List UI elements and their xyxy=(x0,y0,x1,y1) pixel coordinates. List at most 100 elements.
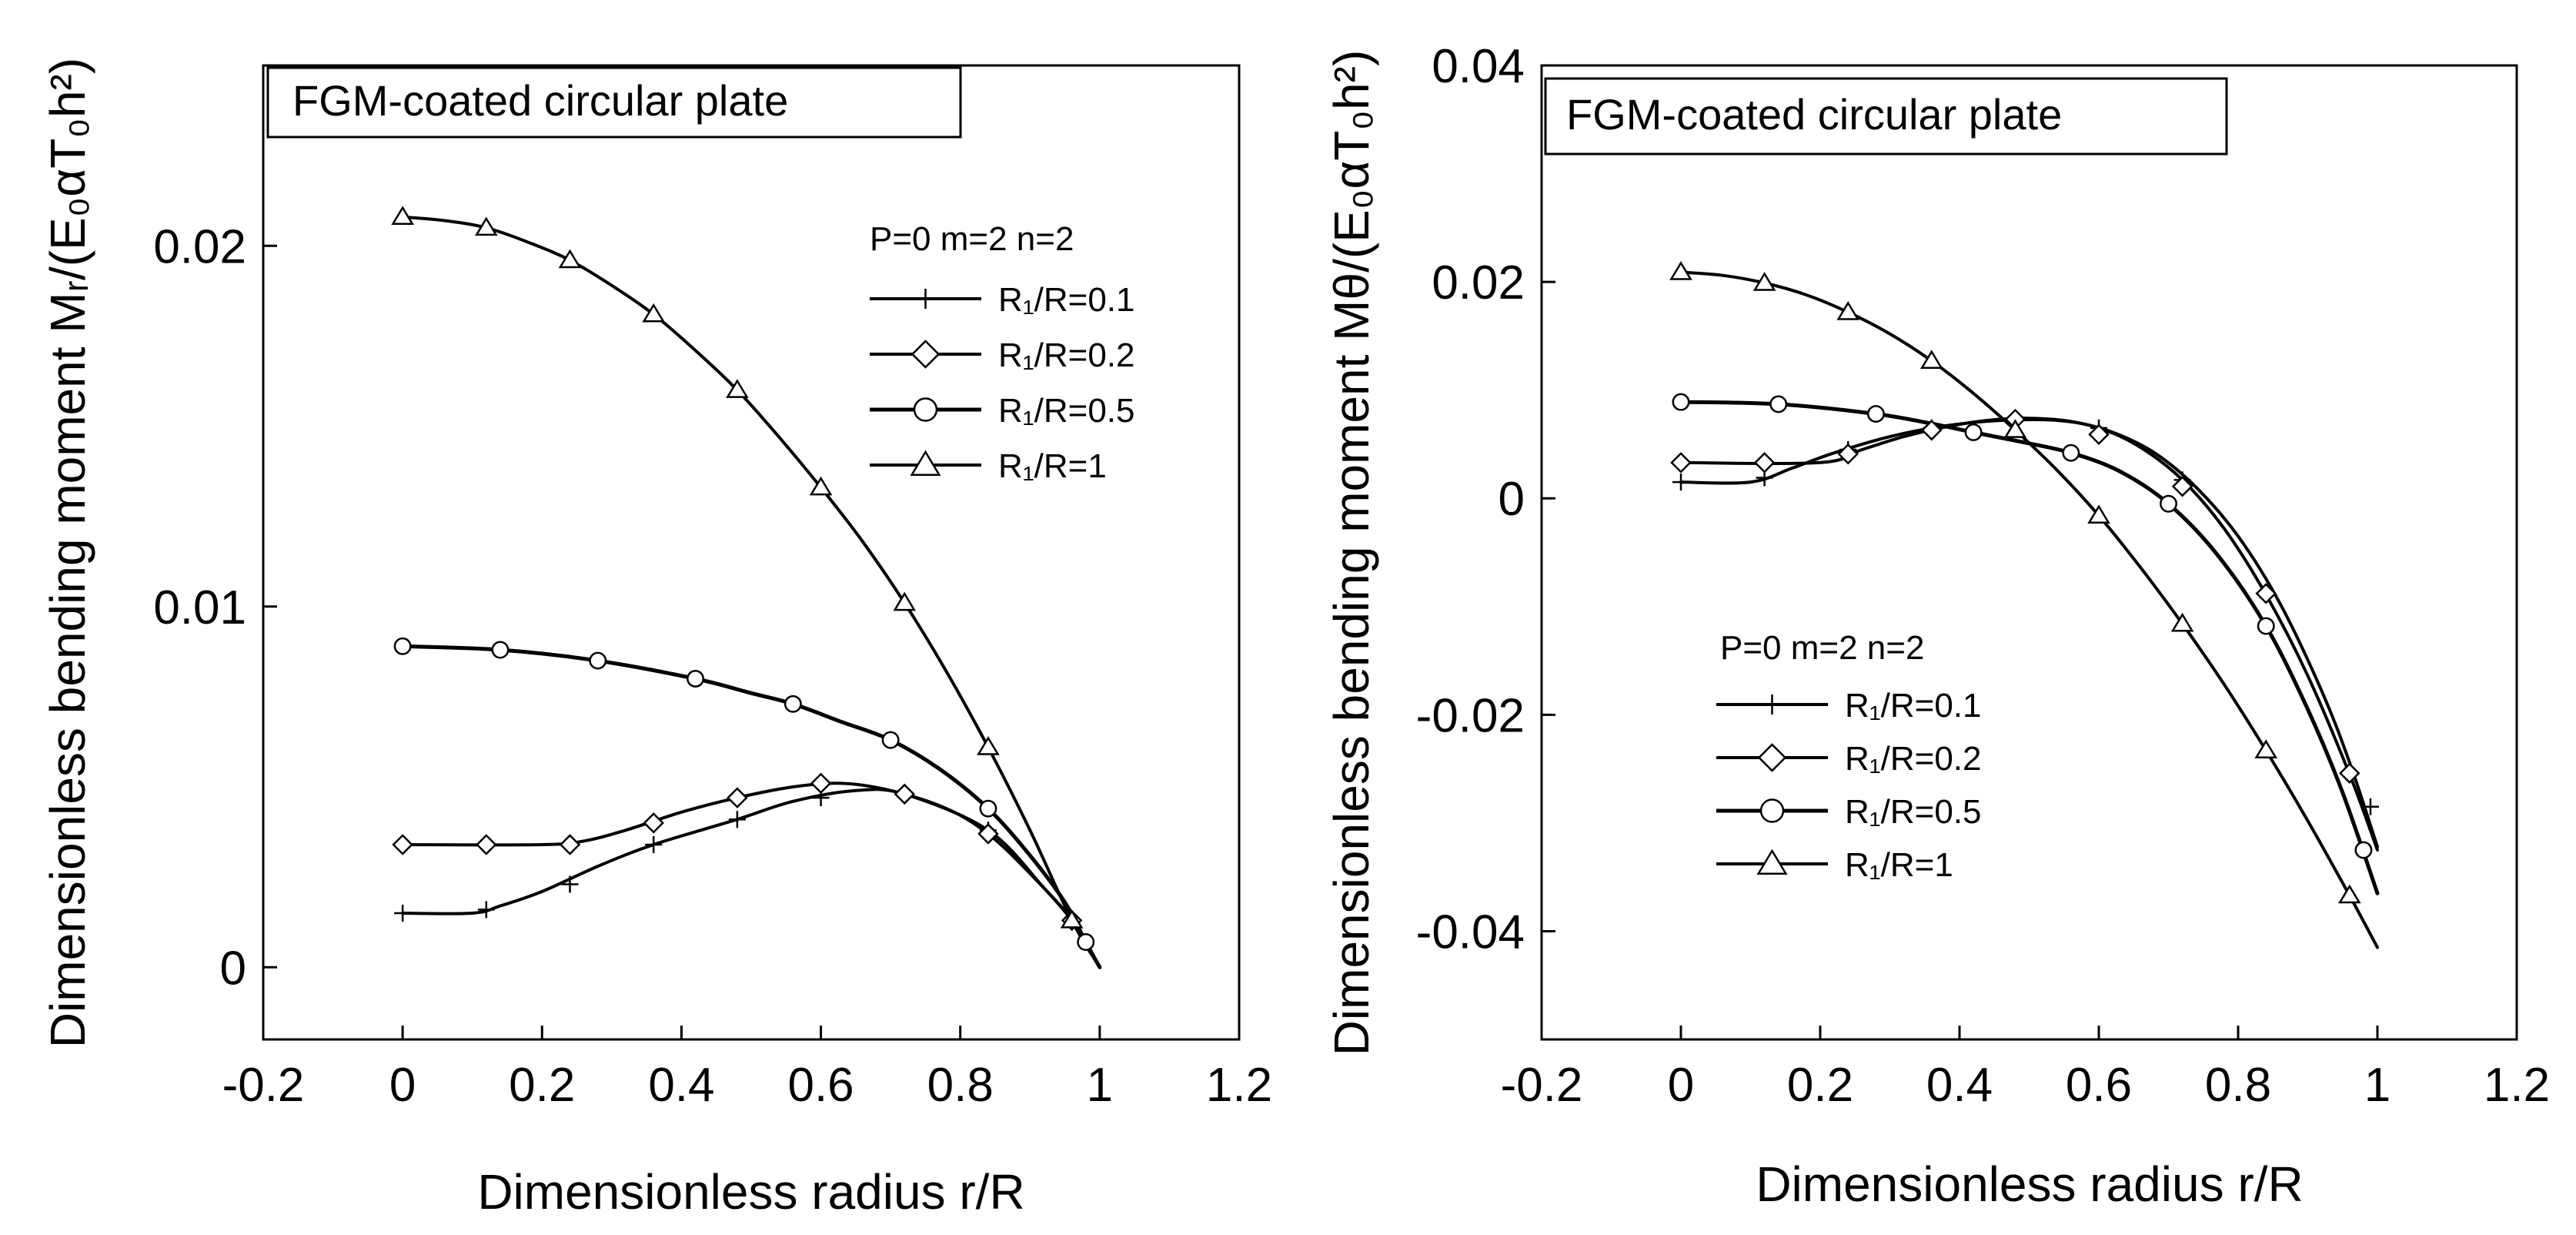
x-tick-label-1p2: 1.2 xyxy=(2484,1059,2550,1112)
legend-label-r-r-0p1: R₁/R=0.1 xyxy=(1845,687,1981,725)
marker-r-r-0p2-1 xyxy=(1753,452,1776,474)
marker-r-r-0p2-5 xyxy=(810,772,832,795)
marker-r-r-0p5-4 xyxy=(2062,443,2080,462)
chart-title: FGM-coated circular plate xyxy=(1566,90,2062,139)
x-axis-label: Dimensionless radius r/R xyxy=(477,1164,1024,1220)
x-tick-label-0: 0 xyxy=(389,1059,416,1112)
marker-r-r-1-3 xyxy=(642,303,666,323)
legend-label-r-r-0p2: R₁/R=0.2 xyxy=(1845,740,1981,778)
y-axis-label: Dimensionless bending moment Mθ/(E₀αT₀h²… xyxy=(1324,50,1379,1056)
marker-r-r-1-6 xyxy=(893,591,917,611)
x-tick-label--0p2: -0.2 xyxy=(222,1059,305,1112)
marker-r-r-1-0 xyxy=(391,206,414,226)
y-tick-label-0p02: 0.02 xyxy=(153,220,246,273)
marker-r-r-0p1-4 xyxy=(728,811,746,828)
legend-header: P=0 m=2 n=2 xyxy=(870,220,1074,258)
series-line-r-r-0p2 xyxy=(401,781,1101,969)
series-line-r-r-1 xyxy=(1679,270,2379,949)
marker-r-r-0p5-5 xyxy=(2160,494,2177,513)
legend-marker-r-r-0p1 xyxy=(1762,694,1782,715)
legend-marker-r-r-1 xyxy=(1756,848,1788,875)
legend-label-r-r-0p5: R₁/R=0.5 xyxy=(998,392,1134,430)
y-tick-label-0p02: 0.02 xyxy=(1432,256,1525,310)
marker-r-r-1-2 xyxy=(558,249,582,269)
marker-r-r-0p5-0 xyxy=(1672,393,1690,411)
y-tick-label-0p01: 0.01 xyxy=(153,581,246,634)
marker-r-r-0p5-7 xyxy=(1077,933,1095,951)
legend-label-r-r-0p5: R₁/R=0.5 xyxy=(1845,793,1981,831)
series-line-r-r-1 xyxy=(401,215,1101,969)
marker-r-r-0p2-5 xyxy=(2088,423,2110,446)
marker-r-r-0p2-1 xyxy=(476,834,497,855)
series-line-r-r-0p2 xyxy=(1679,417,2379,848)
marker-r-r-0p2-4 xyxy=(727,787,748,808)
marker-r-r-0p5-6 xyxy=(2257,617,2275,635)
chart-right: -0.2 0 0.2 0.4 0.6 0.8 1 1.2 -0.04 -0.02 0 0.02 0.04… xyxy=(1324,40,2550,1212)
legend-marker-r-r-0p1 xyxy=(915,289,936,309)
axis-tick-labels: -0.2 0 0.2 0.4 0.6 0.8 1 1.2 0 0.01 0.02 xyxy=(153,220,1272,1112)
marker-r-r-1-1 xyxy=(1752,272,1776,291)
series-markers xyxy=(391,206,1095,951)
marker-r-r-0p5-5 xyxy=(881,731,900,749)
legend-label-r-r-0p1: R₁/R=0.1 xyxy=(998,281,1134,319)
chart-left: -0.2 0 0.2 0.4 0.6 0.8 1 1.2 0 0.01 0.02 FGM-coate… xyxy=(40,58,1272,1220)
series-lines xyxy=(400,215,1102,969)
plot-frame xyxy=(1540,64,2518,1041)
marker-r-r-0p2-6 xyxy=(894,783,916,805)
y-tick-label--0p02: -0.02 xyxy=(1416,689,1525,742)
x-tick-label-0p8: 0.8 xyxy=(927,1059,994,1112)
marker-r-r-1-3 xyxy=(1919,350,1943,369)
marker-r-r-0p2-7 xyxy=(977,823,999,845)
x-tick-label-1: 1 xyxy=(1087,1059,1113,1112)
marker-r-r-1-4 xyxy=(726,379,749,398)
legend: P=0 m=2 n=2 R₁/R=0.1 R₁/R=0.2 R₁/R=0.5 R₁/R… xyxy=(1716,629,1981,884)
legend-marker-r-r-0p5 xyxy=(913,397,938,422)
y-tick-label--0p04: -0.04 xyxy=(1416,905,1525,959)
marker-r-r-0p1-1 xyxy=(477,901,495,919)
marker-r-r-1-6 xyxy=(2170,612,2194,632)
x-tick-label-0p2: 0.2 xyxy=(509,1059,575,1112)
marker-r-r-1-2 xyxy=(1836,301,1860,320)
marker-r-r-0p5-4 xyxy=(783,694,802,713)
series-lines xyxy=(1679,270,2380,949)
x-tick-label-0p6: 0.6 xyxy=(787,1059,854,1112)
marker-r-r-0p2-3 xyxy=(1921,419,1943,441)
plot-frame xyxy=(262,64,1241,1041)
marker-r-r-1-1 xyxy=(475,216,498,236)
marker-r-r-0p5-2 xyxy=(589,651,607,670)
marker-r-r-0p2-6 xyxy=(2171,475,2193,497)
marker-r-r-0p2-8 xyxy=(2339,762,2360,785)
legend: P=0 m=2 n=2 R₁/R=0.1 R₁/R=0.2 R₁/R=0.5 R₁/R… xyxy=(870,220,1134,485)
x-axis-label: Dimensionless radius r/R xyxy=(1756,1156,2303,1212)
marker-r-r-0p2-3 xyxy=(643,812,664,834)
marker-r-r-1-5 xyxy=(809,476,833,496)
x-tick-label-0p4: 0.4 xyxy=(648,1059,714,1112)
marker-r-r-0p5-1 xyxy=(491,641,510,659)
marker-r-r-1-7 xyxy=(2254,739,2278,758)
legend-label-r-r-0p2: R₁/R=0.2 xyxy=(998,336,1134,374)
marker-r-r-0p1-0 xyxy=(1672,474,1689,491)
legend-marker-r-r-1 xyxy=(910,450,941,476)
axis-ticks xyxy=(1540,64,2518,1039)
marker-r-r-0p1-3 xyxy=(645,836,663,853)
marker-r-r-1-7 xyxy=(977,736,1000,755)
series-line-r-r-0p5 xyxy=(400,644,1102,969)
marker-r-r-1-8 xyxy=(1060,909,1084,929)
x-tick-label-1: 1 xyxy=(2364,1059,2391,1112)
marker-r-r-0p5-1 xyxy=(1769,395,1788,413)
y-tick-label-0: 0 xyxy=(220,942,246,995)
legend-marker-r-r-0p2 xyxy=(910,340,941,369)
marker-r-r-0p2-2 xyxy=(559,834,581,855)
x-tick-label-0p2: 0.2 xyxy=(1787,1059,1853,1112)
x-tick-label-0: 0 xyxy=(1668,1059,1694,1112)
legend-label-r-r-1: R₁/R=1 xyxy=(1845,846,1953,884)
title-box: FGM-coated circular plate xyxy=(266,66,962,139)
series-markers xyxy=(1669,261,2379,904)
legend-marker-r-r-0p5 xyxy=(1759,798,1785,823)
marker-r-r-0p5-3 xyxy=(687,670,704,688)
chart-title: FGM-coated circular plate xyxy=(292,76,788,125)
x-tick-label-0p6: 0.6 xyxy=(2066,1059,2132,1112)
marker-r-r-0p1-9 xyxy=(2361,798,2379,815)
marker-r-r-0p1-2 xyxy=(561,875,579,893)
